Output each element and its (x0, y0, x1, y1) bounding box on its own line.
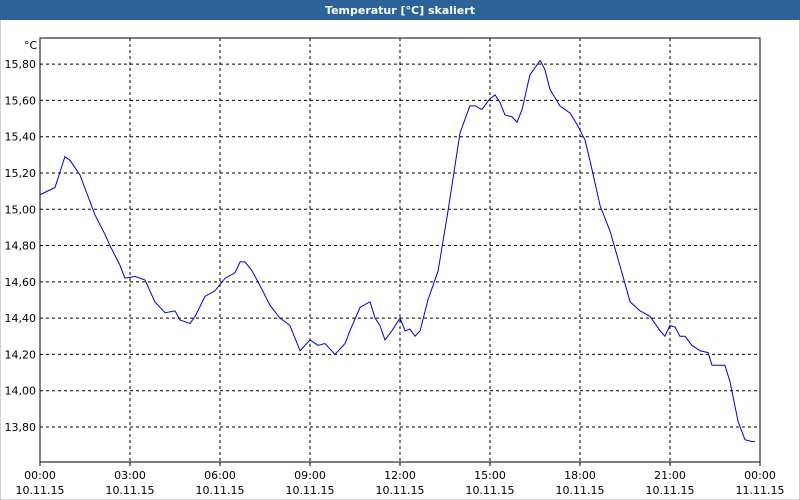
y-tick-label: 14,60 (5, 276, 37, 289)
x-tick-label: 00:00 10.11.15 (16, 469, 65, 497)
y-tick-label: 15,40 (5, 131, 37, 144)
y-unit: °C (24, 39, 38, 52)
y-tick-label: 15,00 (5, 203, 37, 216)
x-tick-label: 06:00 10.11.15 (196, 469, 245, 497)
y-tick-label: 15,60 (5, 94, 37, 107)
x-tick-label: 21:00 10.11.15 (646, 469, 695, 497)
chart-title: Temperatur [°C] skaliert (325, 4, 475, 17)
title-bar (0, 0, 800, 20)
x-tick-label: 03:00 10.11.15 (106, 469, 155, 497)
y-tick-label: 13,80 (5, 421, 37, 434)
x-tick-label: 00:00 11.11.15 (736, 469, 785, 497)
x-tick-label: 09:00 10.11.15 (286, 469, 335, 497)
y-tick-label: 14,00 (5, 385, 37, 398)
x-tick-label: 12:00 10.11.15 (376, 469, 425, 497)
y-tick-label: 15,80 (5, 58, 37, 71)
y-tick-label: 14,40 (5, 312, 37, 325)
x-tick-label: 18:00 10.11.15 (556, 469, 605, 497)
data-line (39, 59, 755, 442)
y-tick-label: 15,20 (5, 167, 37, 180)
y-tick-label: 14,20 (5, 348, 37, 361)
y-tick-label: 14,80 (5, 240, 37, 253)
x-tick-label: 15:00 10.11.15 (466, 469, 515, 497)
